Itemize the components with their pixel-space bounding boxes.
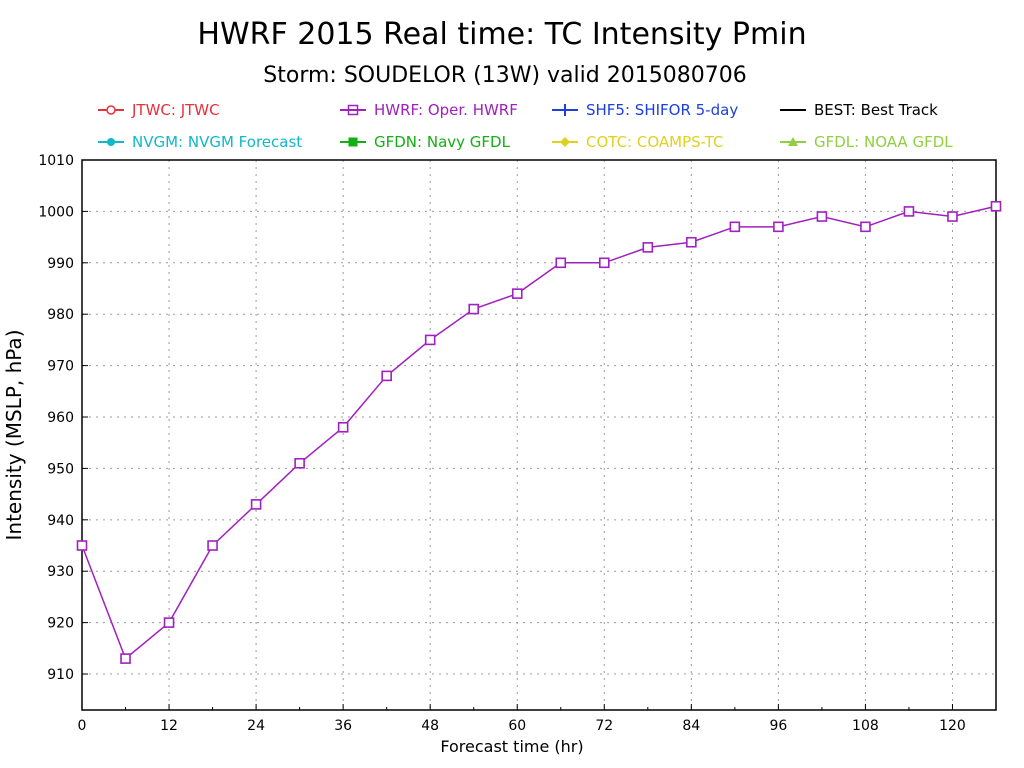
- y-tick-label: 920: [47, 616, 74, 632]
- legend-item: SHF5: SHIFOR 5-day: [552, 101, 738, 119]
- x-tick-label: 96: [769, 718, 787, 734]
- legend-label: COTC: COAMPS-TC: [586, 133, 723, 151]
- data-point: [163, 617, 175, 628]
- data-point: [555, 257, 567, 269]
- legend-marker-diamond: [560, 137, 570, 147]
- legend-label: NVGM: NVGM Forecast: [132, 133, 302, 151]
- data-point: [207, 540, 218, 551]
- data-point: [294, 457, 305, 469]
- plot-frame: [81, 159, 997, 711]
- legend-item: GFDN: Navy GFDL: [340, 133, 511, 151]
- legend-label: HWRF: Oper. HWRF: [374, 101, 518, 119]
- legend-marker-open-square: [347, 104, 359, 116]
- legend-item: HWRF: Oper. HWRF: [340, 101, 518, 119]
- series-layer: [76, 200, 1002, 664]
- data-point: [511, 288, 523, 299]
- data-point: [381, 370, 392, 382]
- legend-item: BEST: Best Track: [780, 101, 938, 119]
- y-tick-label: 910: [47, 667, 74, 683]
- data-point: [729, 221, 741, 233]
- legend-item: GFDL: NOAA GFDL: [780, 133, 953, 151]
- chart-subtitle: Storm: SOUDELOR (13W) valid 2015080706: [263, 63, 746, 88]
- x-tick-label: 60: [508, 718, 526, 734]
- x-axis-label: Forecast time (hr): [440, 737, 583, 756]
- legend-label: GFDN: Navy GFDL: [374, 133, 511, 151]
- y-tick-label: 960: [47, 410, 74, 426]
- data-point: [468, 303, 480, 315]
- data-point: [76, 540, 88, 551]
- data-point: [424, 334, 436, 346]
- y-tick-label: 1010: [38, 153, 74, 169]
- grid: [82, 160, 996, 710]
- legend-item: JTWC: JTWC: [98, 101, 220, 119]
- legend-item: NVGM: NVGM Forecast: [98, 133, 302, 151]
- x-tick-label: 12: [160, 718, 178, 734]
- data-point: [816, 211, 828, 222]
- data-point: [860, 221, 871, 233]
- x-tick-label: 72: [595, 718, 613, 734]
- x-tick-label: 108: [852, 718, 879, 734]
- y-tick-label: 930: [47, 564, 74, 580]
- legend: JTWC: JTWC HWRF: Oper. HWRF SHF5: SHIFOR 5…: [98, 101, 953, 151]
- y-tick-label: 990: [47, 256, 74, 272]
- legend-marker-filled-circle: [107, 138, 115, 146]
- legend-label: GFDL: NOAA GFDL: [814, 133, 953, 151]
- legend-label: JTWC: JTWC: [131, 101, 220, 119]
- y-tick-label: 980: [47, 307, 74, 323]
- legend-label: BEST: Best Track: [814, 101, 938, 119]
- data-point: [903, 206, 915, 217]
- y-tick-label: 970: [47, 359, 74, 375]
- x-tick-label: 24: [247, 718, 265, 734]
- chart-title: HWRF 2015 Real time: TC Intensity Pmin: [197, 17, 806, 52]
- data-point: [686, 236, 697, 248]
- y-tick-label: 950: [47, 461, 74, 477]
- legend-marker-filled-square: [348, 137, 358, 147]
- data-point: [947, 211, 958, 222]
- x-tick-label: 0: [78, 718, 87, 734]
- data-point: [120, 653, 131, 664]
- x-axis: 0 12 24 36 48 60 72 84 96 108 120: [78, 704, 966, 734]
- legend-marker-open-circle: [106, 105, 116, 115]
- data-point: [990, 200, 1002, 212]
- y-axis-label: Intensity (MSLP, hPa): [2, 330, 26, 541]
- data-point: [337, 421, 349, 433]
- x-tick-label: 84: [682, 718, 700, 734]
- legend-marker-triangle: [788, 137, 798, 146]
- x-tick-label: 48: [421, 718, 439, 734]
- data-point: [773, 221, 784, 233]
- series-line: [81, 205, 997, 660]
- x-tick-label: 36: [334, 718, 352, 734]
- legend-item: COTC: COAMPS-TC: [552, 133, 723, 151]
- y-tick-label: 1000: [38, 204, 74, 220]
- x-tick-label: 120: [939, 718, 966, 734]
- data-point: [250, 499, 262, 510]
- data-point: [598, 257, 610, 269]
- data-point: [642, 242, 654, 253]
- y-tick-label: 940: [47, 513, 74, 529]
- y-axis: 910 920 930 940 950 960 970 980 990 1000 1010: [38, 153, 88, 683]
- legend-label: SHF5: SHIFOR 5-day: [586, 101, 738, 119]
